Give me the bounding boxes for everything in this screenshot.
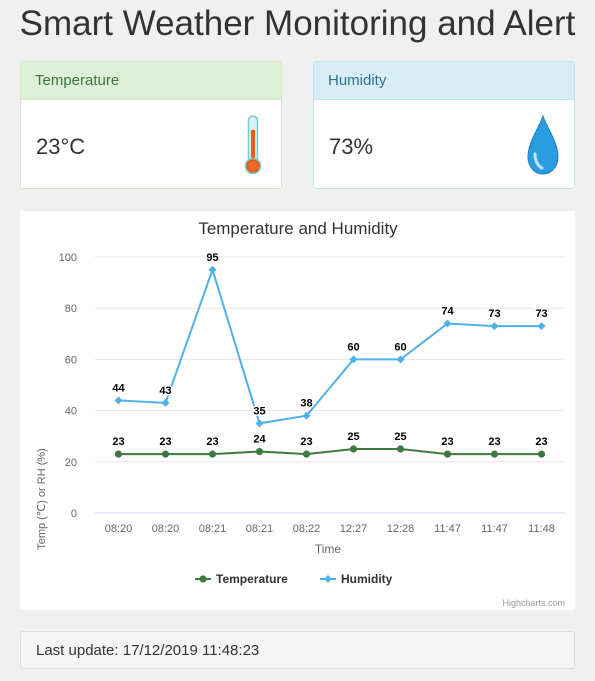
chart-credits[interactable]: Highcharts.com bbox=[502, 598, 565, 608]
data-label: 24 bbox=[253, 434, 266, 446]
last-update-bar: Last update: 17/12/2019 11:48:23 bbox=[20, 631, 575, 669]
data-point[interactable] bbox=[443, 450, 452, 458]
data-point[interactable] bbox=[114, 396, 123, 405]
chart-gridlines bbox=[95, 256, 565, 514]
data-point[interactable] bbox=[302, 411, 311, 420]
data-point[interactable] bbox=[114, 450, 123, 458]
data-point[interactable] bbox=[349, 445, 358, 453]
y-tick-label: 0 bbox=[71, 508, 77, 520]
legend-item-humidity[interactable]: Humidity bbox=[320, 572, 393, 586]
page-title: Smart Weather Monitoring and Alert bbox=[19, 4, 576, 43]
chart-title: Temperature and Humidity bbox=[198, 219, 398, 238]
last-update-text: Last update: 17/12/2019 11:48:23 bbox=[36, 642, 260, 659]
data-label: 73 bbox=[488, 308, 500, 320]
series-line-humidity bbox=[118, 266, 542, 425]
thermometer-icon bbox=[244, 115, 262, 175]
data-point[interactable] bbox=[349, 355, 358, 364]
x-tick-label: 08:21 bbox=[199, 523, 227, 535]
x-tick-label: 08:22 bbox=[293, 523, 321, 535]
x-tick-label: 08:21 bbox=[246, 523, 274, 535]
data-label: 23 bbox=[300, 436, 312, 448]
x-tick-label: 11:47 bbox=[481, 523, 508, 535]
x-axis-label: Time bbox=[315, 542, 342, 556]
data-label: 95 bbox=[206, 252, 218, 264]
legend-marker bbox=[324, 575, 332, 583]
data-point[interactable] bbox=[208, 450, 217, 458]
data-point[interactable] bbox=[490, 450, 499, 458]
data-point[interactable] bbox=[537, 450, 546, 458]
data-point[interactable] bbox=[255, 447, 264, 456]
data-point[interactable] bbox=[161, 450, 170, 458]
data-point[interactable] bbox=[490, 322, 499, 331]
temperature-humidity-chart: Temperature and Humidity 0 20 40 60 80 100 08… bbox=[20, 211, 575, 610]
data-label: 25 bbox=[347, 431, 359, 443]
y-axis-label: Temp (℃) or RH (%) bbox=[36, 448, 48, 550]
x-tick-label: 08:20 bbox=[152, 523, 180, 535]
data-label: 23 bbox=[535, 436, 547, 448]
data-point[interactable] bbox=[443, 319, 452, 328]
chart-svg: Temperature and Humidity 0 20 40 60 80 100 08… bbox=[36, 219, 565, 608]
data-label: 38 bbox=[300, 398, 312, 410]
humidity-panel-heading: Humidity bbox=[314, 62, 574, 100]
x-tick-label: 08:20 bbox=[105, 523, 133, 535]
legend-item-temperature[interactable]: Temperature bbox=[195, 572, 288, 586]
x-tick-label: 11:47 bbox=[434, 523, 461, 535]
humidity-value: 73% bbox=[329, 134, 374, 159]
y-tick-label: 40 bbox=[65, 406, 77, 418]
data-label: 23 bbox=[206, 436, 218, 448]
legend-label: Humidity bbox=[341, 572, 393, 586]
legend-marker bbox=[199, 575, 207, 583]
data-label: 23 bbox=[159, 436, 171, 448]
temperature-panel-heading: Temperature bbox=[21, 62, 281, 100]
data-point[interactable] bbox=[255, 419, 264, 428]
water-drop-icon bbox=[527, 114, 559, 175]
data-label: 35 bbox=[253, 405, 265, 417]
data-point[interactable] bbox=[302, 450, 311, 458]
data-label: 25 bbox=[394, 431, 406, 443]
y-tick-label: 100 bbox=[59, 252, 77, 264]
data-point[interactable] bbox=[396, 355, 405, 364]
data-label: 23 bbox=[488, 436, 500, 448]
data-label: 60 bbox=[347, 341, 359, 353]
chart-legend[interactable]: Temperature Humidity bbox=[195, 572, 393, 586]
data-point[interactable] bbox=[161, 398, 170, 407]
y-axis-ticks: 0 20 40 60 80 100 bbox=[59, 252, 77, 520]
series-line-temperature bbox=[118, 448, 542, 456]
temperature-panel: Temperature 23°C bbox=[20, 61, 282, 189]
x-tick-label: 12:27 bbox=[340, 523, 368, 535]
temperature-value: 23°C bbox=[36, 134, 86, 159]
data-point[interactable] bbox=[208, 265, 217, 274]
data-point[interactable] bbox=[537, 322, 546, 331]
y-tick-label: 20 bbox=[65, 457, 77, 469]
data-label: 23 bbox=[441, 436, 453, 448]
data-label: 23 bbox=[112, 436, 124, 448]
x-tick-label: 12:28 bbox=[387, 523, 415, 535]
x-tick-label: 11:48 bbox=[528, 523, 555, 535]
data-label: 43 bbox=[159, 385, 171, 397]
data-label: 74 bbox=[441, 306, 454, 318]
legend-label: Temperature bbox=[216, 572, 288, 586]
data-label: 44 bbox=[112, 382, 125, 394]
x-axis-ticks: 08:20 08:20 08:21 08:21 08:22 12:27 12:28 11:47… bbox=[105, 523, 555, 535]
data-label: 60 bbox=[394, 341, 406, 353]
data-label: 73 bbox=[535, 308, 547, 320]
humidity-panel: Humidity 73% bbox=[313, 61, 575, 189]
y-tick-label: 60 bbox=[65, 354, 77, 366]
data-point[interactable] bbox=[396, 445, 405, 453]
chart-series: 23 23 23 24 23 25 25 23 23 23 44 43 95 35 38 60 60 74 73 73 bbox=[111, 250, 549, 458]
y-tick-label: 80 bbox=[65, 303, 77, 315]
